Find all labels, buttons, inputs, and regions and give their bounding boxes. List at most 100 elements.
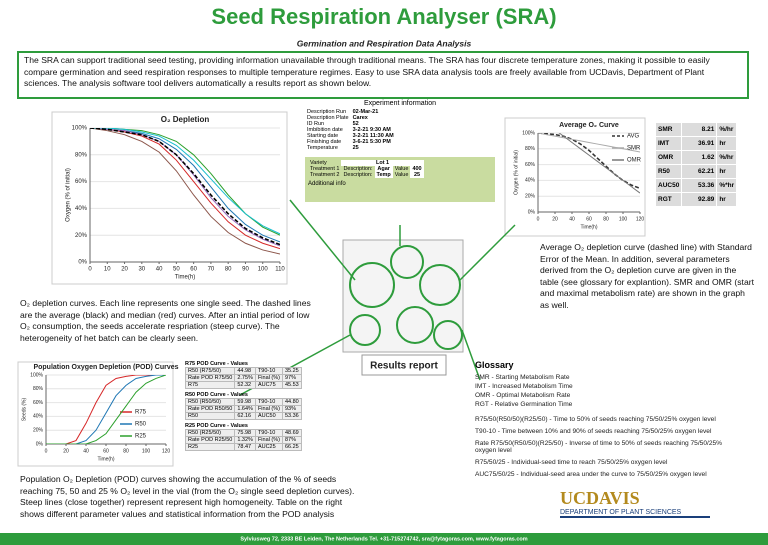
cell: 93% <box>281 405 302 413</box>
glossary-term: OMR - Optimal Metabolism Rate <box>475 392 571 399</box>
cell: 1.64% <box>234 405 256 413</box>
report-label: Results report <box>370 361 438 372</box>
chart-title: Population Oxygen Depletion (POD) Curves <box>33 364 178 371</box>
cell: 53.36 <box>681 178 718 193</box>
cell: Description Plate <box>307 115 349 121</box>
cell: R50 <box>184 412 236 420</box>
o2-caption: O₂ depletion curves. Each line represent… <box>20 298 311 343</box>
chart-title: Average O₂ Curve <box>559 122 619 129</box>
x-tick-label: 120 <box>636 216 645 222</box>
cell: R50 (R50/50) <box>184 398 236 406</box>
y-tick-label: 40% <box>75 206 88 212</box>
pod-caption: Population O₂ Depletion (POD) curves sho… <box>20 474 355 519</box>
cell: Finishing date <box>307 139 342 145</box>
cell: 75.98 <box>234 429 256 437</box>
cell: Description: <box>343 172 373 178</box>
row: RGT 92.89 hr <box>654 192 738 207</box>
cell: 8.21 <box>681 122 718 137</box>
avg-frame <box>504 117 646 237</box>
additional: Additional info <box>308 181 346 187</box>
row: SMR 8.21 %/hr <box>654 122 738 137</box>
glossary-item: R75/50/25 - Individual-seed time to reac… <box>475 459 668 466</box>
cell: %*hr <box>716 178 738 193</box>
logo: UCDAVIS DEPARTMENT OF PLANT SCIENCES <box>560 488 710 518</box>
series-line <box>46 375 166 444</box>
cell: 2.75% <box>234 374 256 382</box>
cell: 02-Mar-21 <box>352 109 379 115</box>
series-line <box>90 128 280 246</box>
series-line <box>90 128 280 255</box>
cell: ID Run <box>307 121 325 127</box>
pod-table-title: R75 POD Curve - Values <box>185 361 248 367</box>
cell: 45.53 <box>281 381 302 389</box>
x-tick-label: 40 <box>83 448 89 454</box>
row: Treatment 2 Description: Temp Value 25 <box>308 172 424 178</box>
legend-label: R75 <box>135 410 147 416</box>
cell: AUC75 <box>254 381 283 389</box>
x-axis-label: Time(h) <box>97 456 114 462</box>
x-tick-label: 60 <box>190 267 197 273</box>
y-tick-label: 0% <box>78 260 87 266</box>
x-tick-label: 70 <box>208 267 215 273</box>
y-tick-label: 20% <box>33 428 44 434</box>
cell: 44.80 <box>281 398 302 406</box>
cell: Final (%) <box>254 436 283 444</box>
pod-frame <box>17 361 174 467</box>
cell: 52.32 <box>234 381 256 389</box>
cell: Rate POD R75/50 <box>184 374 236 382</box>
glossary-term: IMT - Increased Metabolism Time <box>475 383 573 390</box>
cell: hr <box>716 136 738 151</box>
x-tick-label: 120 <box>162 448 171 454</box>
row: R50 (R75/50) 44.98 T90-10 35.25 <box>184 367 302 375</box>
x-tick-label: 10 <box>104 267 111 273</box>
row: Finishing date 3-6-21 5:30 PM <box>305 139 396 145</box>
parameter-table: SMR 8.21 %/hr IMT 36.91 hr OMR 1.62 %/hr R50 62.21… <box>654 122 738 207</box>
x-tick-label: 100 <box>142 448 151 454</box>
pod-table: R50 (R25/50) 75.98 T90-10 48.69 Rate POD R25… <box>184 429 302 451</box>
y-tick-label: 20% <box>525 194 536 200</box>
series-line <box>538 133 640 153</box>
x-axis-label: Time(h) <box>580 224 597 230</box>
footer: Sylviusweg 72, 2333 BE Leiden, The Nethe… <box>240 536 527 542</box>
y-tick-label: 80% <box>75 152 88 158</box>
cell: Imbibition date <box>307 127 343 133</box>
y-tick-label: 20% <box>75 233 88 239</box>
cell: 25 <box>352 145 359 151</box>
glossary-item: T90-10 - Time between 10% and 90% of see… <box>475 428 712 435</box>
cell: Final (%) <box>254 374 283 382</box>
x-tick-label: 90 <box>242 267 249 273</box>
legend-label: AVG <box>627 134 640 140</box>
glossary-item: AUC75/50/25 - Individual-seed area under… <box>475 471 707 478</box>
glossary-item: R75/50(R50/50)(R25/50) - Time to 50% of … <box>475 416 716 423</box>
pod-table-title: R25 POD Curve - Values <box>185 423 248 429</box>
cell: 53.36 <box>281 412 302 420</box>
cell: 97% <box>281 374 302 382</box>
intro-text: The SRA can support traditional seed tes… <box>24 55 710 89</box>
row: IMT 36.91 hr <box>654 136 738 151</box>
x-tick-label: 40 <box>569 216 575 222</box>
experiment-panel: Experiment information Description Run 02-… <box>305 100 495 202</box>
y-tick-label: 60% <box>525 162 536 168</box>
legend-label: SMR <box>627 146 641 152</box>
param-grid: SMR 8.21 %/hr IMT 36.91 hr OMR 1.62 %/hr R50 62.21… <box>654 122 738 207</box>
cell: R50 (R25/50) <box>184 429 236 437</box>
cell: 25 <box>410 172 424 178</box>
x-tick-label: 0 <box>45 448 48 454</box>
logo-dept: DEPARTMENT OF PLANT SCIENCES <box>560 509 682 516</box>
x-tick-label: 20 <box>63 448 69 454</box>
y-tick-label: 100% <box>72 126 88 132</box>
cell: 78.47 <box>234 443 256 451</box>
cell: Carex <box>352 115 368 121</box>
y-tick-label: 40% <box>525 178 536 184</box>
row: Variety Lot 1 <box>308 160 424 166</box>
pod-table-title: R50 POD Curve - Values <box>185 392 248 398</box>
row: R50 62.16 AUC50 53.36 <box>184 412 302 420</box>
y-axis-label: Oxygen (% of initial) <box>513 150 519 195</box>
cell: 92.89 <box>681 192 718 207</box>
x-tick-label: 100 <box>258 267 269 273</box>
pod-table: R50 (R50/50) 59.98 T90-10 44.80 Rate POD R50… <box>184 398 302 420</box>
x-tick-label: 20 <box>121 267 128 273</box>
cell: Treatment 1 <box>310 166 340 172</box>
cell: AUC50 <box>654 178 683 193</box>
row: R50 (R25/50) 75.98 T90-10 48.69 <box>184 429 302 437</box>
